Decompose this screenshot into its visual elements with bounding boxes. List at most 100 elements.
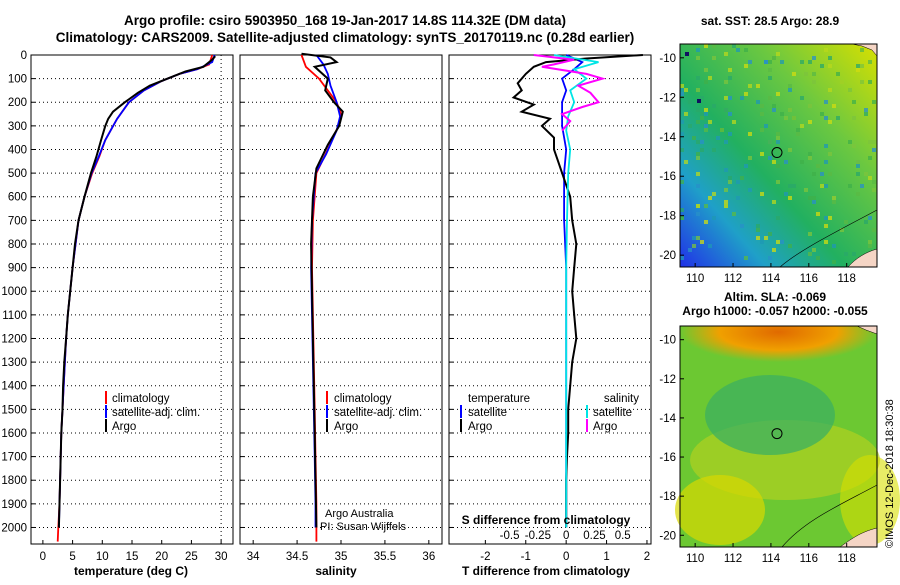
s-difference-label: S difference from climatology — [462, 513, 631, 527]
sst-pixel — [768, 68, 772, 72]
sst-pixel — [712, 192, 716, 196]
sst-pixel — [784, 160, 788, 164]
sst-pixel — [812, 56, 816, 60]
sst-pixel — [868, 80, 872, 84]
sst-pixel — [804, 188, 808, 192]
sst-pixel — [712, 44, 716, 48]
sst-pixel — [740, 224, 744, 228]
sst-pixel — [744, 64, 748, 68]
sst-pixel — [812, 172, 816, 176]
sst-pixel — [748, 84, 752, 88]
sst-pixel — [828, 56, 832, 60]
difference-panel: -2 -1 0 1 2 T difference from climatology S … — [448, 54, 652, 578]
sst-pixel — [788, 84, 792, 88]
sst-pixel — [808, 104, 812, 108]
sst-pixel — [792, 116, 796, 120]
depth-axis: 0 100 200 300 400 500 600 700 800 900 1000 1100 1200… — [1, 50, 27, 534]
sst-pixel — [728, 112, 732, 116]
map-x-tick-label: 112 — [724, 553, 742, 565]
sst-pixel — [700, 140, 704, 144]
sst-pixel — [872, 180, 876, 184]
sst-pixel — [724, 200, 728, 204]
sst-pixel — [712, 148, 716, 152]
depth-tick-label: 2000 — [1, 522, 27, 534]
sst-dark-pixel — [685, 52, 689, 56]
sst-pixel — [820, 172, 824, 176]
temperature-panel: 0 5 10 15 20 25 30 temperature (deg C) climato… — [30, 54, 234, 578]
sst-pixel — [708, 244, 712, 248]
sst-pixel — [832, 260, 836, 264]
sst-field — [680, 44, 877, 267]
sst-pixel — [824, 184, 828, 188]
depth-tick-label: 500 — [8, 168, 27, 180]
sst-pixel — [856, 172, 860, 176]
sst-pixel — [824, 216, 828, 220]
difference-xlabel: T difference from climatology — [462, 564, 630, 578]
sst-pixel — [856, 164, 860, 168]
sst-pixel — [776, 164, 780, 168]
argo-position-marker — [771, 428, 783, 440]
depth-tick-label: 700 — [8, 215, 27, 227]
sst-pixel — [680, 120, 684, 124]
sst-pixel — [824, 240, 828, 244]
sst-pixel — [800, 124, 804, 128]
sst-pixel — [816, 164, 820, 168]
sla-title-2: Argo h1000: -0.057 h2000: -0.055 — [682, 304, 868, 318]
sst-pixel — [872, 140, 876, 144]
sst-pixel — [708, 120, 712, 124]
depth-tick-label: 400 — [8, 144, 27, 156]
s-diff-tick-label: 0.5 — [615, 530, 631, 542]
sst-pixel — [828, 152, 832, 156]
series-climatology — [56, 54, 214, 542]
sst-pixel — [856, 160, 860, 164]
sst-pixel — [728, 180, 732, 184]
sst-pixel — [756, 100, 760, 104]
sst-pixel — [828, 216, 832, 220]
salinity-legend: climatology satellite-adj. clim. Argo — [326, 391, 422, 433]
sst-pixel — [796, 128, 800, 132]
sst-pixel — [780, 240, 784, 244]
difference-legend: temperature satellite Argo salinity sate… — [460, 393, 639, 433]
sst-pixel — [828, 64, 832, 68]
depth-tick-label: 1000 — [1, 286, 27, 298]
sst-pixel — [716, 136, 720, 140]
sst-pixel — [756, 84, 760, 88]
sst-pixel — [860, 80, 864, 84]
sst-pixel — [772, 108, 776, 112]
sst-pixel — [760, 192, 764, 196]
sst-pixel — [800, 96, 804, 100]
sst-pixel — [704, 128, 708, 132]
sst-pixel — [772, 248, 776, 252]
argo-position-marker — [771, 147, 783, 159]
depth-tick-label: 1200 — [1, 333, 27, 345]
sst-pixel — [768, 232, 772, 236]
map-y-tick-label: -10 — [659, 335, 676, 347]
map-y-tick-label: -16 — [659, 452, 676, 464]
sst-pixel — [680, 84, 684, 88]
temperature-x-ticks: 0 5 10 15 20 25 30 — [40, 540, 228, 563]
series-argo — [301, 52, 344, 528]
sst-pixel — [836, 72, 840, 76]
sla-high-north — [680, 326, 877, 386]
sst-pixel — [692, 236, 696, 240]
depth-tick-label: 1100 — [2, 310, 27, 322]
x-tick-label: 36 — [422, 551, 435, 563]
sst-pixel — [816, 256, 820, 260]
sst-pixel — [788, 244, 792, 248]
map-y-tick-label: -10 — [659, 53, 676, 65]
sst-pixel — [696, 236, 700, 240]
legend-climatology: climatology — [334, 393, 392, 405]
sst-pixel — [748, 60, 752, 64]
x-tick-label: 34 — [247, 551, 260, 563]
legend-t-satellite: satellite — [468, 407, 507, 419]
sst-pixel — [696, 184, 700, 188]
sst-pixel — [768, 140, 772, 144]
sst-pixel — [724, 188, 728, 192]
map-x-tick-label: 110 — [686, 273, 704, 285]
map-y-tick-label: -16 — [659, 171, 676, 183]
sla-patch-east — [840, 455, 900, 545]
temperature-grid — [31, 54, 233, 544]
depth-tick-label: 100 — [8, 74, 27, 86]
sst-pixel — [784, 116, 788, 120]
sst-pixel — [868, 176, 872, 180]
